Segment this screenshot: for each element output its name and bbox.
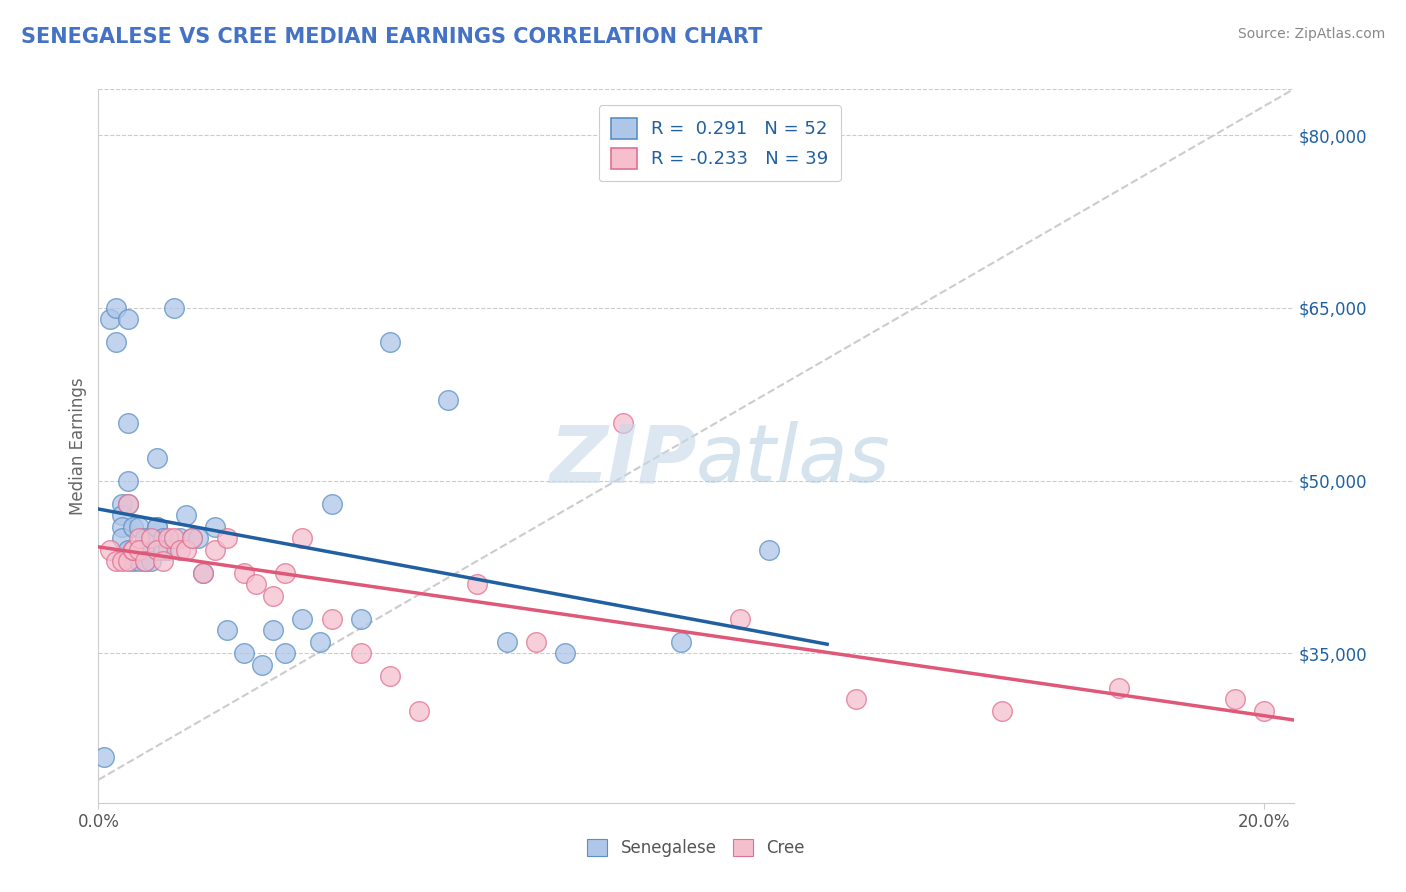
Point	[98, 542, 121, 557]
Point	[169, 542, 191, 557]
Point	[145, 519, 167, 533]
Point	[291, 531, 314, 545]
Point	[122, 542, 145, 557]
Point	[145, 519, 167, 533]
Point	[134, 542, 156, 557]
Point	[262, 589, 284, 603]
Point	[111, 508, 134, 522]
Point	[145, 450, 167, 465]
Point	[122, 542, 145, 557]
Point	[117, 416, 139, 430]
Point	[93, 749, 115, 764]
Point	[1225, 692, 1247, 706]
Point	[117, 497, 139, 511]
Point	[671, 634, 693, 648]
Point	[204, 519, 226, 533]
Point	[204, 542, 226, 557]
Point	[262, 623, 284, 637]
Point	[554, 646, 576, 660]
Point	[122, 554, 145, 568]
Text: ZIP: ZIP	[548, 421, 696, 500]
Point	[163, 531, 186, 545]
Point	[495, 634, 517, 648]
Point	[122, 542, 145, 557]
Point	[378, 335, 401, 350]
Point	[117, 497, 139, 511]
Point	[117, 554, 139, 568]
Point	[145, 542, 167, 557]
Y-axis label: Median Earnings: Median Earnings	[69, 377, 87, 515]
Point	[728, 612, 751, 626]
Point	[250, 657, 273, 672]
Point	[467, 577, 489, 591]
Point	[991, 704, 1014, 718]
Point	[408, 704, 430, 718]
Point	[180, 531, 202, 545]
Point	[350, 612, 373, 626]
Point	[233, 566, 256, 580]
Point	[186, 531, 208, 545]
Point	[104, 301, 127, 315]
Point	[193, 566, 215, 580]
Point	[274, 566, 297, 580]
Point	[122, 519, 145, 533]
Text: Source: ZipAtlas.com: Source: ZipAtlas.com	[1237, 27, 1385, 41]
Point	[128, 554, 150, 568]
Point	[309, 634, 332, 648]
Point	[274, 646, 297, 660]
Point	[215, 623, 238, 637]
Point	[350, 646, 373, 660]
Point	[111, 531, 134, 545]
Point	[111, 497, 134, 511]
Point	[111, 519, 134, 533]
Point	[437, 392, 460, 407]
Point	[139, 531, 162, 545]
Point	[845, 692, 868, 706]
Point	[233, 646, 256, 660]
Point	[139, 554, 162, 568]
Point	[152, 531, 174, 545]
Point	[378, 669, 401, 683]
Point	[157, 542, 180, 557]
Point	[128, 519, 150, 533]
Point	[291, 612, 314, 626]
Point	[139, 531, 162, 545]
Point	[117, 312, 139, 326]
Point	[104, 335, 127, 350]
Point	[169, 531, 191, 545]
Point	[128, 542, 150, 557]
Text: SENEGALESE VS CREE MEDIAN EARNINGS CORRELATION CHART: SENEGALESE VS CREE MEDIAN EARNINGS CORRE…	[21, 27, 762, 46]
Point	[215, 531, 238, 545]
Point	[245, 577, 267, 591]
Point	[163, 301, 186, 315]
Point	[152, 542, 174, 557]
Point	[1253, 704, 1275, 718]
Point	[111, 554, 134, 568]
Point	[524, 634, 547, 648]
Point	[180, 531, 202, 545]
Point	[134, 554, 156, 568]
Point	[152, 554, 174, 568]
Point	[321, 612, 343, 626]
Point	[1108, 681, 1130, 695]
Point	[134, 531, 156, 545]
Point	[98, 312, 121, 326]
Point	[174, 508, 197, 522]
Point	[128, 542, 150, 557]
Point	[117, 542, 139, 557]
Point	[128, 531, 150, 545]
Text: atlas: atlas	[696, 421, 891, 500]
Point	[612, 416, 634, 430]
Point	[321, 497, 343, 511]
Point	[157, 531, 180, 545]
Point	[174, 542, 197, 557]
Point	[758, 542, 780, 557]
Point	[117, 474, 139, 488]
Legend: Senegalese, Cree: Senegalese, Cree	[579, 831, 813, 866]
Point	[134, 554, 156, 568]
Point	[193, 566, 215, 580]
Point	[104, 554, 127, 568]
